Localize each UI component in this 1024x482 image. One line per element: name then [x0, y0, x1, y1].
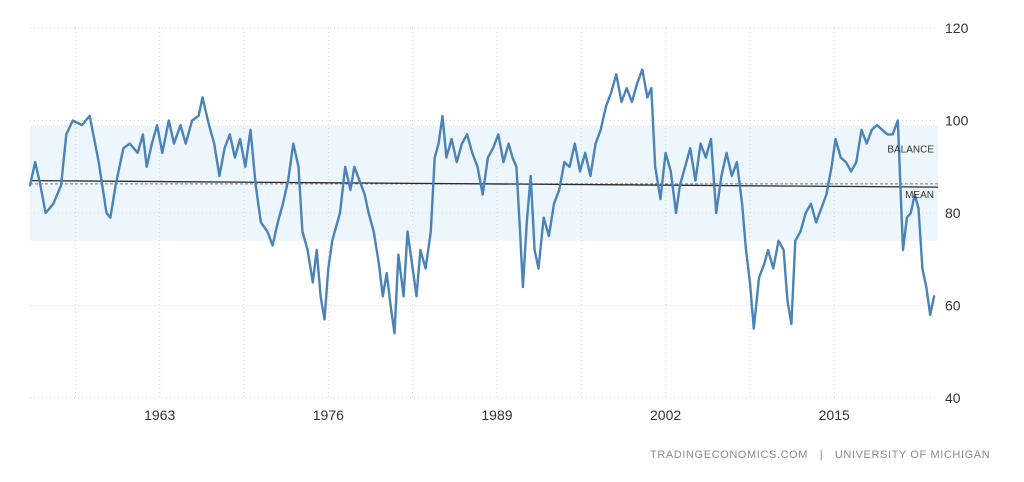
- mean-label: MEAN: [905, 190, 934, 201]
- x-tick-label: 2015: [819, 407, 850, 423]
- source-credit: TRADINGECONOMICS.COM | UNIVERSITY OF MIC…: [650, 449, 990, 461]
- source-provider: UNIVERSITY OF MICHIGAN: [834, 449, 991, 461]
- series-line: [28, 68, 936, 335]
- y-tick-label: 60: [945, 298, 961, 314]
- y-tick-label: 80: [945, 205, 961, 221]
- balance-label: BALANCE: [887, 144, 934, 155]
- y-tick-label: 120: [945, 20, 969, 36]
- y-tick-label: 100: [945, 113, 969, 129]
- x-tick-label: 1976: [313, 407, 344, 423]
- source-separator: |: [819, 449, 824, 461]
- x-tick-label: 2002: [650, 407, 681, 423]
- y-tick-label: 40: [945, 390, 961, 406]
- x-tick-label: 1989: [481, 407, 512, 423]
- x-tick-label: 1963: [144, 407, 175, 423]
- source-site: TRADINGECONOMICS.COM: [650, 449, 809, 461]
